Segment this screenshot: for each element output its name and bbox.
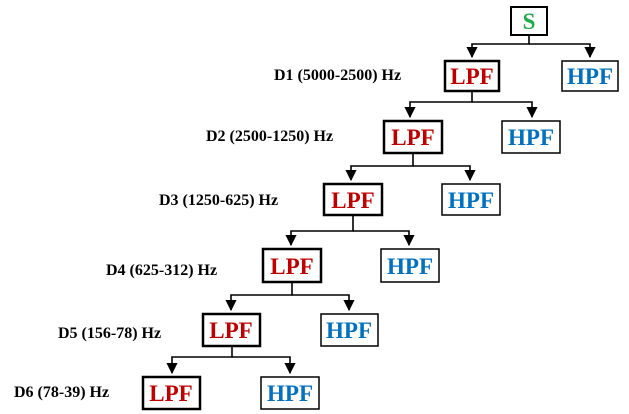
lpf-box-d4: LPF <box>261 247 323 284</box>
lpf-label-d4: LPF <box>270 254 313 279</box>
hpf-label-d1: HPF <box>567 64 613 89</box>
hpf-box-d5: HPF <box>320 313 379 347</box>
hpf-box-d2: HPF <box>501 120 561 154</box>
hpf-box-d6: HPF <box>260 376 320 410</box>
hpf-label-d4: HPF <box>387 254 433 279</box>
lpf-box-d2: LPF <box>382 119 444 155</box>
hpf-label-d6: HPF <box>267 381 313 406</box>
level-label-d2: D2 (2500-1250) Hz <box>206 128 333 145</box>
lpf-label-d2: LPF <box>391 125 434 150</box>
lpf-label-d5: LPF <box>209 318 252 343</box>
lpf-box-d5: LPF <box>201 312 262 348</box>
root-label: S <box>523 9 536 34</box>
level-d6: D6 (78-39) Hz LPF HPF <box>14 375 320 411</box>
level-d3: D3 (1250-625) Hz LPF HPF <box>159 182 501 217</box>
hpf-label-d5: HPF <box>326 318 372 343</box>
level-label-d3: D3 (1250-625) Hz <box>159 192 278 209</box>
connectors <box>166 35 596 375</box>
hpf-label-d2: HPF <box>508 125 554 150</box>
hpf-box-d4: HPF <box>380 248 440 283</box>
root-node: S <box>510 6 548 36</box>
lpf-box-d6: LPF <box>141 375 202 411</box>
level-d1: D1 (5000-2500) Hz LPF HPF <box>274 59 619 93</box>
hpf-box-d1: HPF <box>561 60 619 92</box>
lpf-label-d3: LPF <box>331 188 374 213</box>
level-label-d1: D1 (5000-2500) Hz <box>274 67 401 84</box>
lpf-box-d3: LPF <box>322 182 384 217</box>
lpf-box-d1: LPF <box>443 59 501 93</box>
level-d4: D4 (625-312) Hz LPF HPF <box>106 247 440 284</box>
level-label-d5: D5 (156-78) Hz <box>58 325 161 342</box>
hpf-label-d3: HPF <box>448 188 494 213</box>
lpf-label-d6: LPF <box>149 381 192 406</box>
hpf-box-d3: HPF <box>441 183 501 216</box>
level-d5: D5 (156-78) Hz LPF HPF <box>58 312 379 348</box>
level-label-d4: D4 (625-312) Hz <box>106 262 217 279</box>
level-d2: D2 (2500-1250) Hz LPF HPF <box>206 119 561 155</box>
lpf-label-d1: LPF <box>450 64 493 89</box>
level-label-d6: D6 (78-39) Hz <box>14 384 109 401</box>
